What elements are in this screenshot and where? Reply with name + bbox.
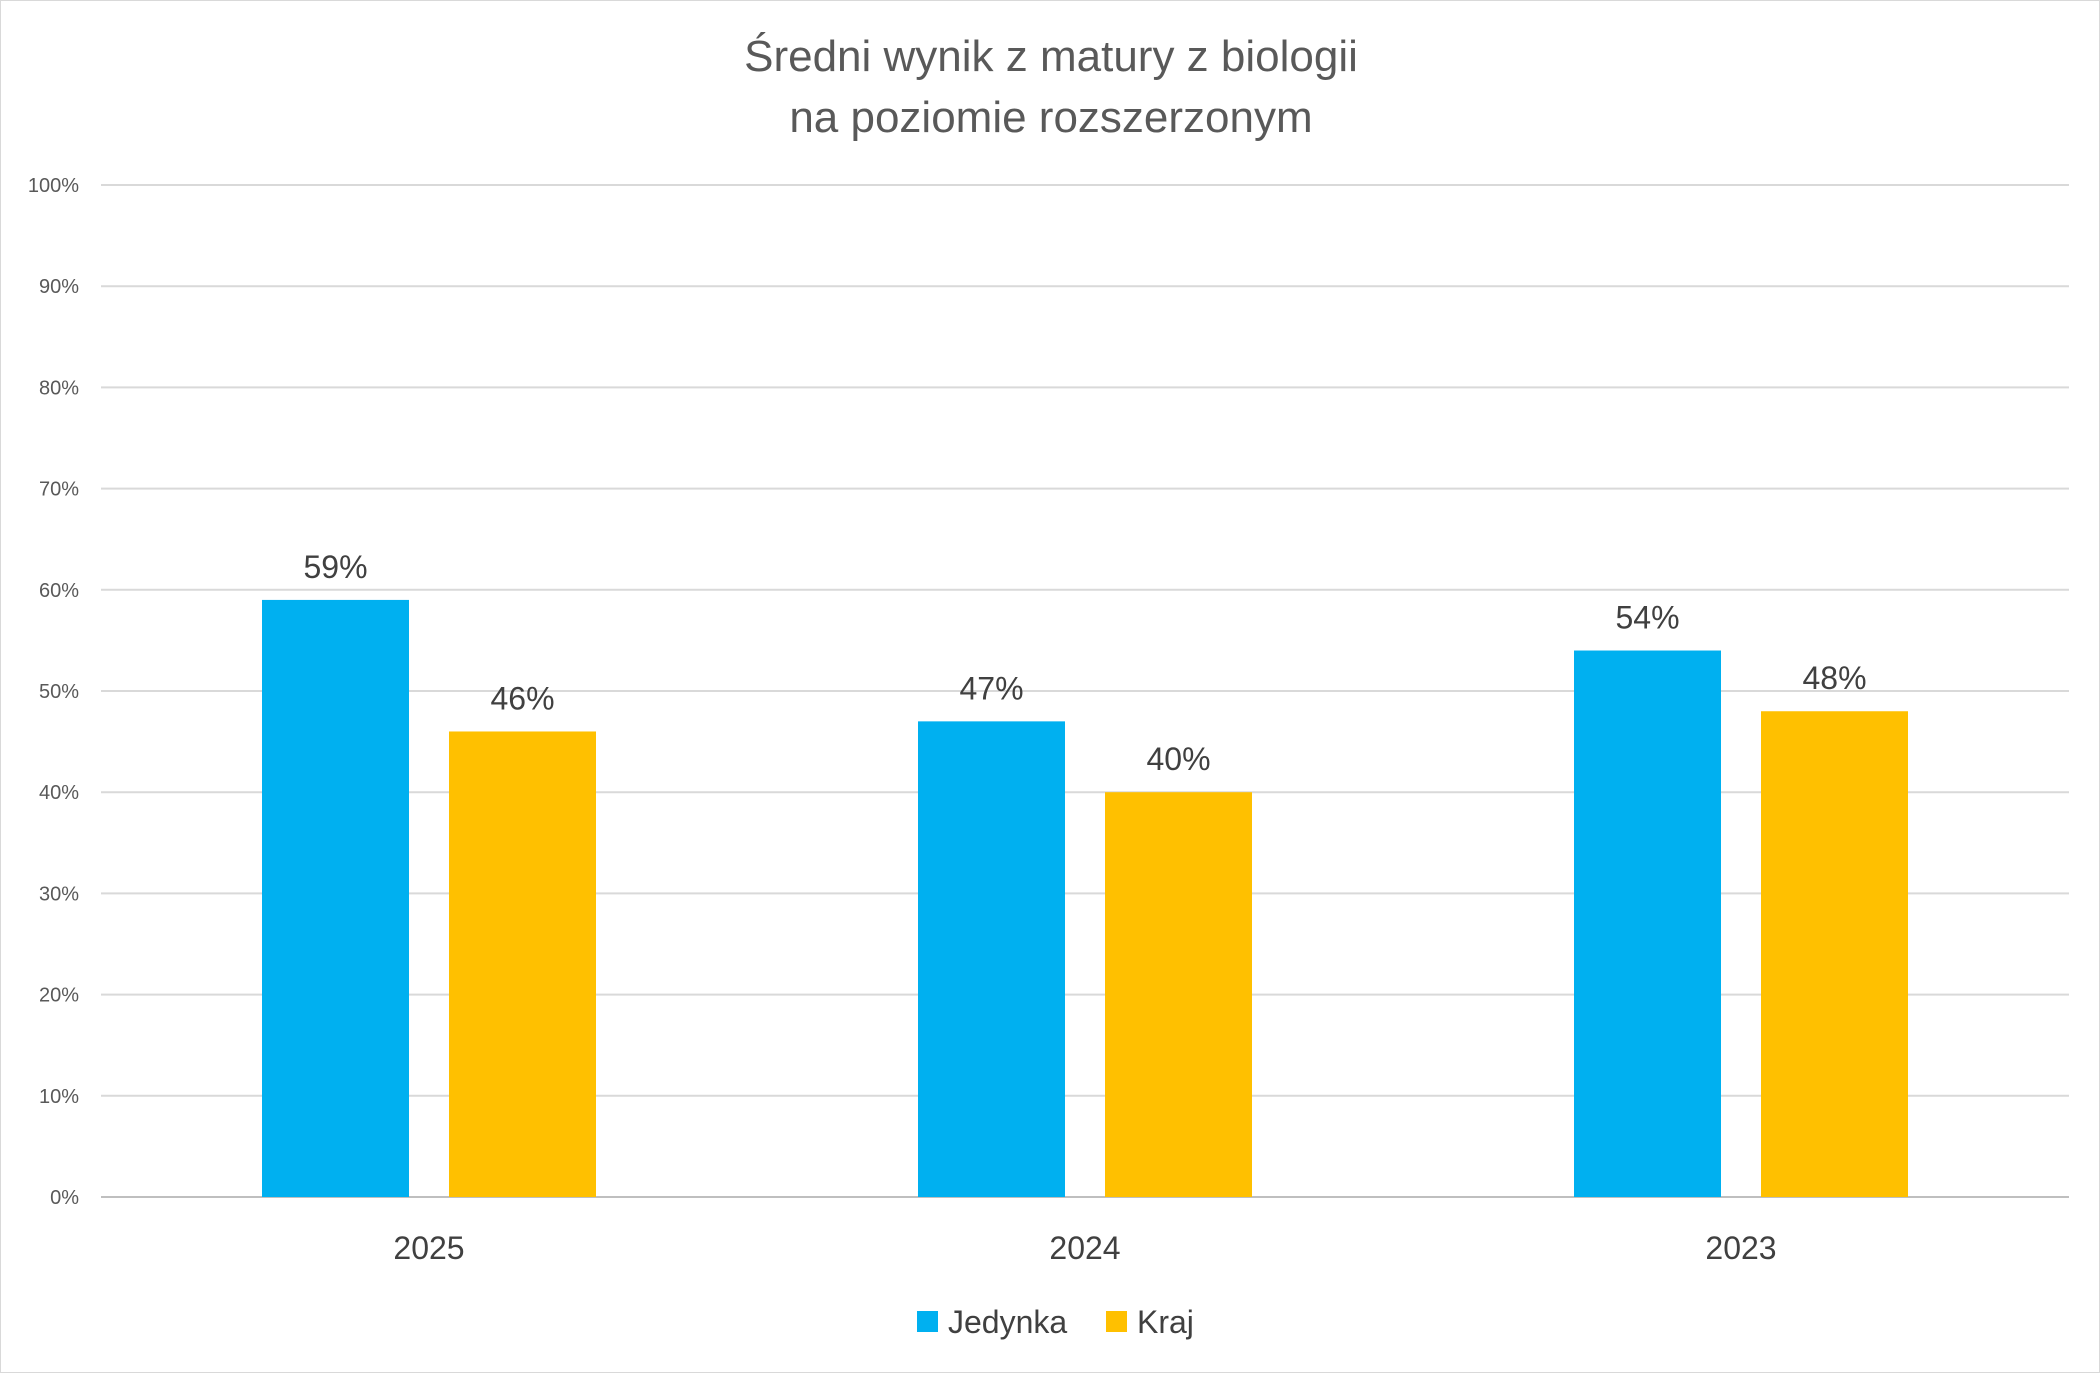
y-tick-label: 70% <box>39 479 79 501</box>
data-label: 47% <box>959 670 1023 706</box>
y-tick-label: 100% <box>28 175 79 197</box>
y-tick-label: 80% <box>39 377 79 399</box>
bar-kraj-2024 <box>1105 792 1252 1197</box>
legend-label-jedynka: Jedynka <box>948 1304 1067 1340</box>
data-label: 40% <box>1146 741 1210 777</box>
legend-swatch-kraj <box>1106 1311 1127 1332</box>
y-tick-label: 20% <box>39 985 79 1007</box>
chart-title-line-1: Średni wynik z matury z biologii <box>744 30 1358 81</box>
x-category-label: 2024 <box>1049 1230 1120 1266</box>
chart-title-line-2: na poziomie rozszerzonym <box>789 93 1312 142</box>
data-label: 48% <box>1802 660 1866 696</box>
y-tick-label: 10% <box>39 1086 79 1108</box>
gridlines <box>101 184 2069 1198</box>
bar-jedynka-2025 <box>262 599 409 1197</box>
x-category-label: 2023 <box>1705 1230 1776 1266</box>
bar-kraj-2025 <box>449 731 596 1197</box>
bar-jedynka-2023 <box>1574 650 1721 1197</box>
bar-jedynka-2024 <box>918 721 1065 1197</box>
data-label: 59% <box>303 549 367 585</box>
y-tick-label: 0% <box>50 1187 79 1209</box>
x-category-label: 2025 <box>393 1230 464 1266</box>
data-label: 54% <box>1615 600 1679 636</box>
data-label: 46% <box>490 680 554 716</box>
y-tick-label: 60% <box>39 580 79 602</box>
y-tick-label: 30% <box>39 883 79 905</box>
y-tick-label: 90% <box>39 276 79 298</box>
legend-swatch-jedynka <box>917 1311 938 1332</box>
chart-title: Średni wynik z matury z biologii na pozi… <box>744 30 1358 142</box>
bars <box>262 599 1908 1197</box>
bar-kraj-2023 <box>1761 711 1908 1197</box>
legend: Jedynka Kraj <box>917 1304 1194 1340</box>
legend-label-kraj: Kraj <box>1137 1304 1194 1340</box>
x-axis-category-labels: 2025 2024 2023 <box>393 1230 1776 1266</box>
y-tick-label: 50% <box>39 681 79 703</box>
y-tick-label: 40% <box>39 782 79 804</box>
y-axis-tick-labels: 0% 10% 20% 30% 40% 50% 60% 70% 80% 90% 100% <box>28 175 79 1209</box>
data-labels: 59% 46% 47% 40% 54% 48% <box>303 549 1866 777</box>
